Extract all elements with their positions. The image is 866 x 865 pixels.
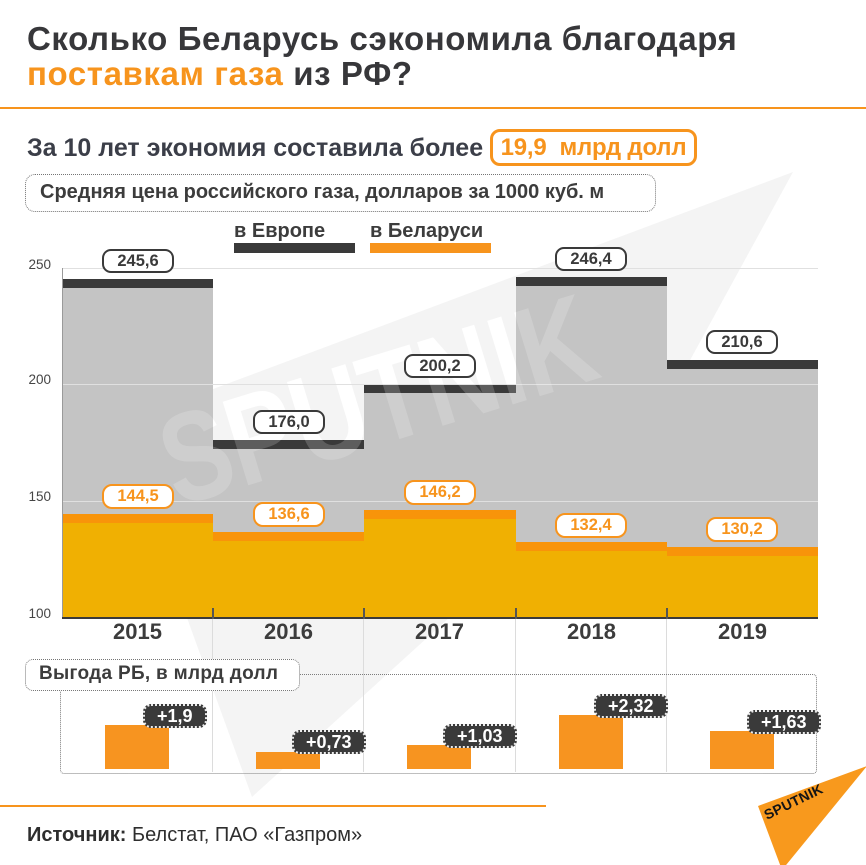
svg-text:SPUTNIK: SPUTNIK — [144, 268, 612, 534]
